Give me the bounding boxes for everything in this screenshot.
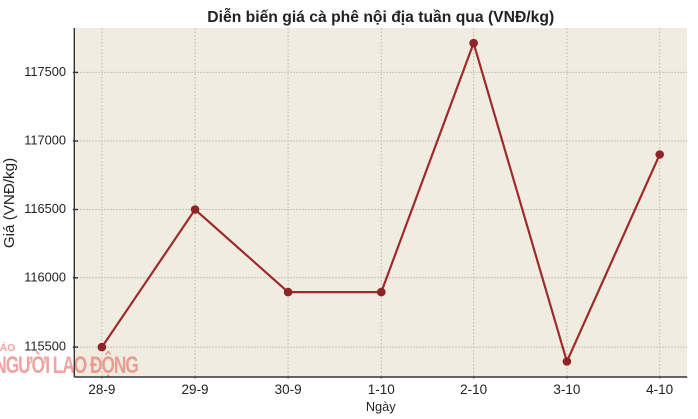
- svg-text:28-9: 28-9: [88, 382, 115, 397]
- svg-text:NGƯỜI LAO ĐỘNG: NGƯỜI LAO ĐỘNG: [0, 351, 138, 379]
- svg-text:1-10: 1-10: [368, 382, 395, 397]
- svg-text:116500: 116500: [24, 201, 66, 216]
- svg-text:29-9: 29-9: [182, 382, 209, 397]
- svg-text:2-10: 2-10: [460, 382, 487, 397]
- svg-text:4-10: 4-10: [646, 382, 673, 397]
- svg-text:3-10: 3-10: [553, 382, 580, 397]
- svg-text:Giá (VNĐ/kg): Giá (VNĐ/kg): [1, 158, 18, 248]
- svg-text:30-9: 30-9: [275, 382, 302, 397]
- svg-text:117000: 117000: [24, 133, 66, 148]
- svg-text:Ngày: Ngày: [366, 399, 396, 414]
- svg-text:116000: 116000: [24, 270, 66, 285]
- svg-text:117500: 117500: [24, 64, 66, 79]
- svg-text:115500: 115500: [24, 339, 66, 354]
